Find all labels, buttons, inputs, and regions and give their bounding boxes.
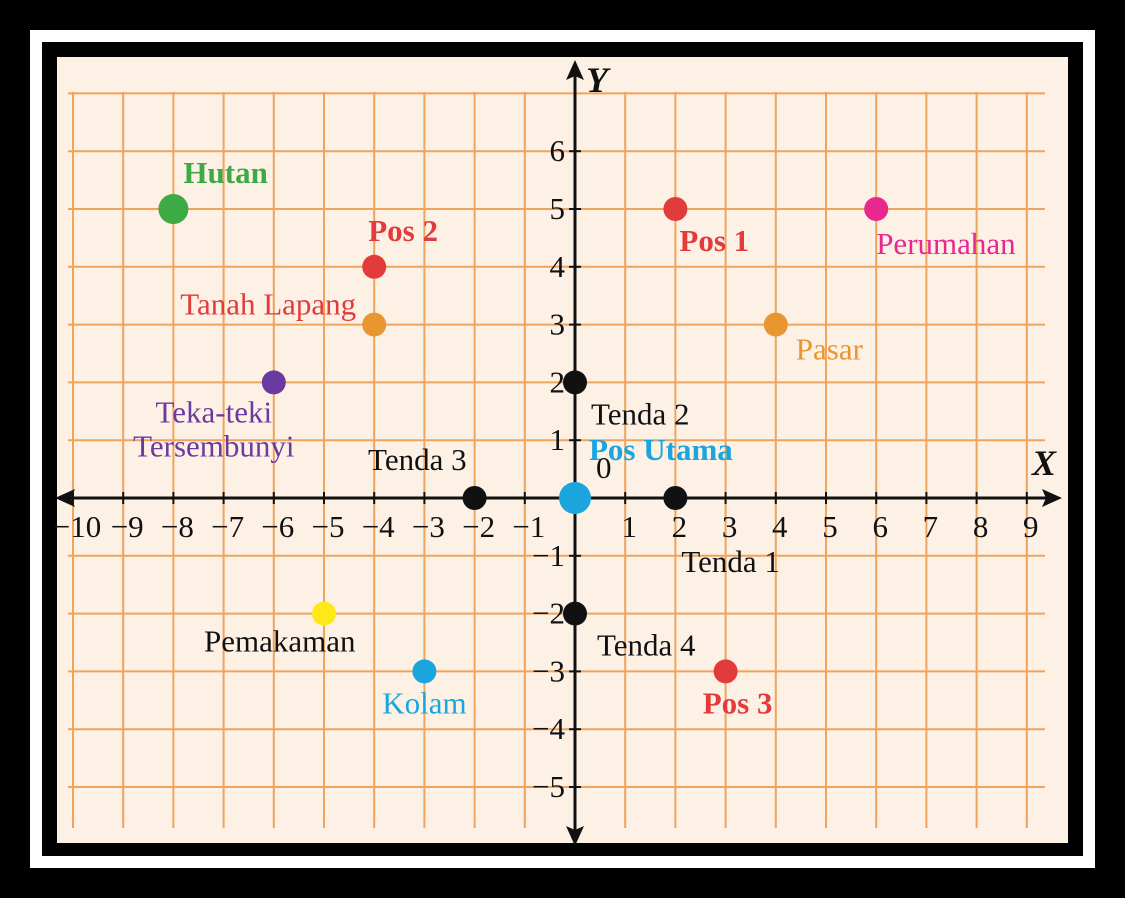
point-pos-1 (663, 197, 688, 221)
point-pasar (763, 312, 788, 337)
x-tick-label: −10 (53, 509, 101, 544)
label-tenda-4: Tenda 4 (597, 628, 696, 663)
point-tenda-1 (663, 486, 688, 510)
label-pos-utama: Pos Utama (589, 432, 733, 467)
label-pemakaman: Pemakaman (204, 624, 356, 659)
label-tanah-lapang: Tanah Lapang (180, 287, 356, 322)
data-points (158, 194, 889, 684)
y-tick-label: −5 (532, 769, 565, 804)
label-pos-2: Pos 2 (368, 213, 438, 248)
x-tick-label: −6 (261, 509, 294, 544)
x-axis-arrow-left (55, 489, 75, 507)
point-pemakaman (312, 601, 336, 626)
x-tick-label: 9 (1023, 509, 1039, 544)
x-tick-label: −7 (211, 509, 244, 544)
x-tick-label: 5 (822, 509, 838, 544)
x-tick-label: 6 (872, 509, 888, 544)
x-tick-label: −3 (412, 509, 445, 544)
x-axis-name: X (1031, 443, 1057, 483)
label-tenda-1: Tenda 1 (681, 544, 780, 579)
point-pos-3 (713, 659, 738, 684)
point-tenda-2 (563, 370, 587, 395)
y-tick-label: 6 (550, 133, 566, 168)
x-tick-label: 2 (672, 509, 688, 544)
y-tick-label: −2 (532, 596, 565, 631)
x-tick-label: −1 (512, 509, 545, 544)
y-tick-label: 3 (550, 307, 566, 342)
plot-background (57, 57, 1068, 843)
x-axis-arrow-right (1042, 489, 1062, 507)
point-pos-utama (559, 482, 591, 514)
y-tick-label: 2 (550, 364, 566, 399)
x-tick-label: −2 (462, 509, 495, 544)
point-perumahan (864, 197, 889, 221)
x-tick-label: −5 (312, 509, 345, 544)
point-hutan (158, 194, 189, 224)
y-tick-label: 1 (550, 422, 566, 457)
y-axis-name: Y (586, 60, 611, 100)
label-teka-teki-tersembunyi-line-1: Teka-teki (155, 394, 272, 429)
y-axis-arrow-up (566, 60, 584, 80)
point-tanah-lapang (362, 312, 387, 337)
point-pos-2 (362, 254, 387, 279)
origin-label: 0 (596, 450, 612, 485)
label-hutan: Hutan (183, 155, 267, 190)
x-tick-label: 3 (722, 509, 738, 544)
y-tick-label: 4 (550, 249, 566, 284)
point-teka-teki-tersembunyi (261, 370, 286, 395)
x-tick-label: 4 (772, 509, 788, 544)
tick-labels: −10 −9 −8 −7 −6 −5 −4 −3 −2 −1 1 2 3 4 5 6 7 8 9654321−1−2… (53, 133, 1039, 804)
point-tenda-3 (462, 486, 487, 510)
y-tick-label: −4 (532, 711, 565, 746)
x-tick-label: 8 (973, 509, 989, 544)
x-tick-label: −4 (362, 509, 395, 544)
x-tick-label: 7 (923, 509, 939, 544)
x-tick-label: 1 (621, 509, 637, 544)
y-axis-arrow-down (566, 826, 584, 846)
y-tick-label: 5 (550, 191, 566, 226)
y-tick-label: −1 (532, 538, 565, 573)
y-tick-label: −3 (532, 653, 565, 688)
label-kolam: Kolam (382, 685, 466, 720)
point-kolam (412, 659, 437, 684)
label-perumahan: Perumahan (876, 226, 1016, 261)
label-teka-teki-tersembunyi-line-2: Tersembunyi (133, 428, 295, 463)
x-tick-label: −8 (161, 509, 194, 544)
label-pos-1: Pos 1 (679, 223, 749, 258)
label-tenda-3: Tenda 3 (368, 442, 467, 477)
x-tick-label: −9 (111, 509, 144, 544)
label-pasar: Pasar (796, 332, 864, 367)
axes (55, 60, 1062, 846)
label-pos-3: Pos 3 (703, 685, 773, 720)
point-labels: Hutan Pos 2 Tanah Lapang Teka-tekiTersembun… (133, 155, 1016, 720)
label-tenda-2: Tenda 2 (591, 396, 690, 431)
point-tenda-4 (563, 601, 587, 626)
